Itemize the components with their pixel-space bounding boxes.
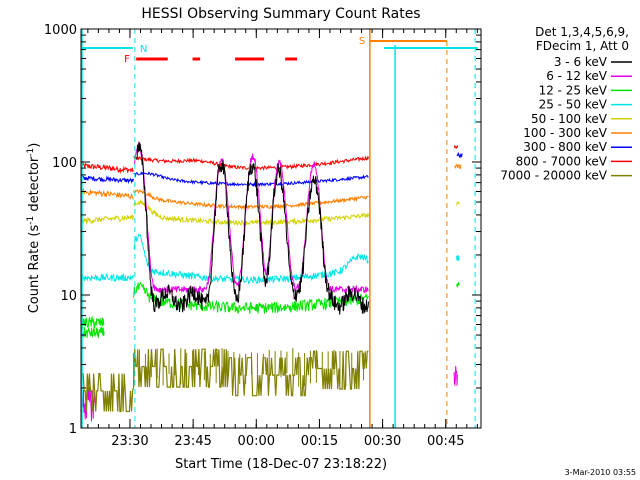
legend-item-label: 25 - 50 keV [539,98,608,112]
x-axis-ticks: 23:30 23:45 00:00 00:15 00:30 00:45 [87,29,478,449]
series-12-25-kev [80,315,105,329]
series-7000-20000-kev [80,348,369,413]
legend-item-label: 100 - 300 keV [523,126,607,140]
legend-item-label: 3 - 6 keV [554,55,608,69]
flag-layer: NF S [81,29,478,428]
x-tick-label: 23:30 [111,434,148,449]
series-3-6-kev [136,141,369,315]
series-800-7000-kev [454,144,459,149]
x-axis-label: Start Time (18-Dec-07 23:18:22) [175,457,387,472]
x-tick-label: 00:15 [301,434,338,449]
x-tick-label: 23:45 [174,434,211,449]
y-axis-label-mid: detector [27,156,42,216]
series-12-25-kev [80,326,105,339]
series-50-100-kev [80,214,134,225]
series-25-50-kev [80,272,134,283]
flag-n-label: N [140,44,147,55]
y-tick-label: 1000 [44,23,77,38]
y-tick-label: 1 [69,422,77,437]
series-50-100-kev [133,199,370,227]
legend-item-label: 300 - 800 keV [523,140,607,154]
y-axis-label-sup2: -1 [26,148,36,157]
series-300-800-kev [80,175,134,185]
x-tick-label: 00:45 [427,434,464,449]
y-axis-label-sup1: -1 [26,216,36,225]
legend-item-label: 7000 - 20000 keV [500,169,607,183]
y-axis-label-end: ) [27,143,42,148]
flag-s-label: S [359,36,365,47]
series-6-12-kev [453,366,458,387]
legend-item-label: 6 - 12 keV [546,69,608,83]
x-tick-label: 00:30 [364,434,401,449]
y-axis-ticks: 1 10 100 1000 [44,23,481,437]
series-800-7000-kev [80,161,134,175]
series-6-12-kev [134,141,369,295]
legend: Det 1,3,4,5,6,9,FDecim 1, Att 0 3 - 6 keV… [500,25,632,183]
legend-item-label: 50 - 100 keV [531,112,608,126]
flag-f-label: F [124,54,130,65]
timestamp: 3-Mar-2010 03:55 [565,468,636,477]
y-axis-label-main: Count Rate (s [27,225,42,314]
series-12-25-kev [456,282,460,289]
plot-frame [80,28,482,429]
series-100-300-kev [133,189,369,211]
series-300-800-kev [456,151,463,159]
y-tick-label: 100 [52,156,77,171]
series-50-100-kev [456,201,460,206]
y-axis-label: Count Rate (s-1 detector-1) [26,143,42,314]
series-25-50-kev [456,255,460,261]
series-layer [80,141,463,422]
y-tick-label: 10 [60,289,77,304]
x-tick-label: 00:00 [238,434,275,449]
series-25-50-kev [133,233,369,285]
series-100-300-kev [80,188,134,200]
legend-item-label: 800 - 7000 keV [516,154,608,168]
series-12-25-kev [133,281,369,314]
legend-header: Det 1,3,4,5,6,9, [535,25,629,39]
legend-item-label: 12 - 25 keV [539,83,608,97]
legend-header: FDecim 1, Att 0 [536,39,629,53]
series-300-800-kev [133,171,369,188]
chart-title: HESSI Observing Summary Count Rates [141,6,420,22]
series-100-300-kev [454,163,462,170]
